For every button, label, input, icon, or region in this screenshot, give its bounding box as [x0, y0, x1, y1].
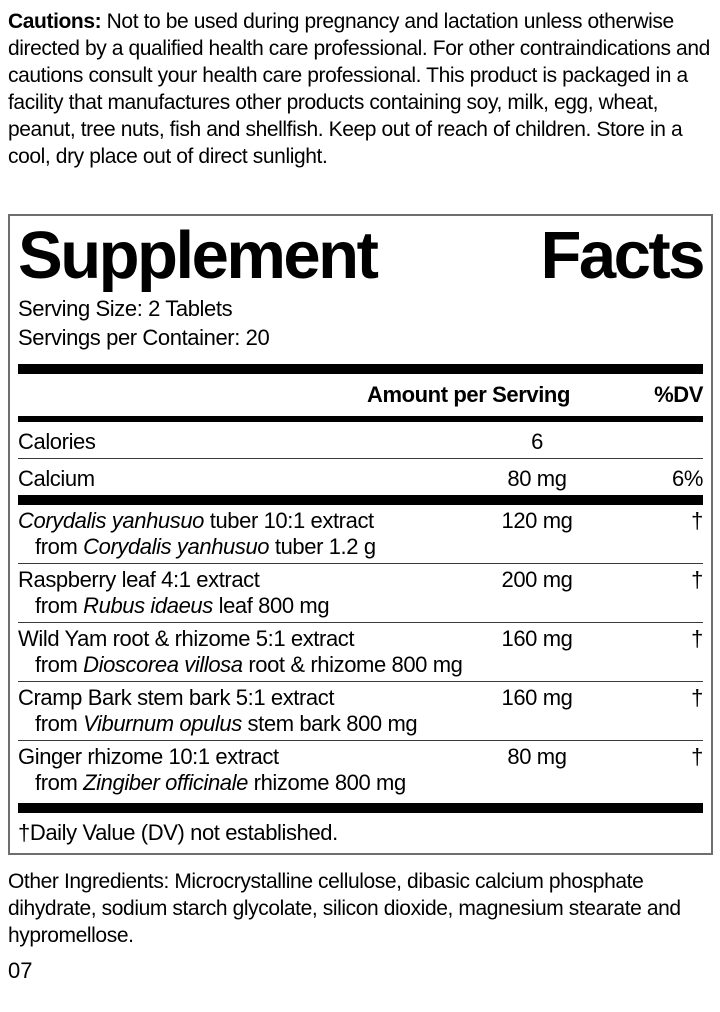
divider-bar-bottom: [18, 803, 703, 813]
ingredient-amount: 200 mg: [501, 567, 573, 592]
ingredient-main-line: Ginger rhizome 10:1 extract: [18, 744, 279, 769]
ingredient-dv: †: [691, 567, 703, 592]
footnote: †Daily Value (DV) not established.: [18, 820, 338, 845]
ingredient-dv: †: [691, 508, 703, 533]
panel-title-word-1: Supplement: [18, 218, 379, 293]
panel-title-word-2: Facts: [540, 218, 705, 293]
ingredient-main-line: Corydalis yanhusuo tuber 10:1 extract: [18, 508, 374, 533]
ingredient-main-line: Raspberry leaf 4:1 extract: [18, 567, 260, 592]
ingredient-dv: †: [691, 744, 703, 769]
ingredient-main-line: Wild Yam root & rhizome 5:1 extract: [18, 626, 355, 651]
table-row: Wild Yam root & rhizome 5:1 extract from …: [18, 622, 703, 681]
nutrient-amount: 6: [531, 429, 543, 454]
ingredient-rows: Corydalis yanhusuo tuber 10:1 extract fro…: [18, 505, 703, 799]
cautions-label: Cautions:: [8, 10, 102, 33]
supplement-facts-panel: Supplement Facts Serving Size: 2 Tablets…: [8, 214, 713, 855]
nutrient-name: Calories: [18, 429, 96, 454]
ingredient-name: Ginger rhizome 10:1 extract from Zingiber…: [18, 744, 467, 796]
servings-per-container: Servings per Container: 20: [18, 325, 270, 350]
ingredient-name: Wild Yam root & rhizome 5:1 extract from …: [18, 626, 467, 678]
ingredient-amount: 160 mg: [501, 685, 573, 710]
cautions-paragraph: Cautions: Not to be used during pregnanc…: [0, 0, 720, 214]
table-row: Calcium 80 mg 6%: [18, 458, 703, 495]
nutrient-amount: 80 mg: [507, 466, 567, 491]
divider-bar-header: [18, 416, 703, 422]
ingredient-main-line: Cramp Bark stem bark 5:1 extract: [18, 685, 335, 710]
ingredient-dv: †: [691, 685, 703, 710]
ingredient-name: Corydalis yanhusuo tuber 10:1 extract fro…: [18, 508, 467, 560]
ingredient-detail-line: from Zingiber officinale rhizome 800 mg: [35, 770, 406, 795]
table-row: Corydalis yanhusuo tuber 10:1 extract fro…: [18, 505, 703, 563]
column-header-dv: %DV: [654, 382, 703, 407]
nutrient-rows: Calories 6 Calcium 80 mg 6%: [18, 422, 703, 495]
other-ingredients: Other Ingredients: Microcrystalline cell…: [8, 870, 681, 947]
divider-bar-top: [18, 364, 703, 374]
table-row: Cramp Bark stem bark 5:1 extract from Vib…: [18, 681, 703, 740]
ingredient-amount: 120 mg: [501, 508, 573, 533]
ingredient-name: Cramp Bark stem bark 5:1 extract from Vib…: [18, 685, 467, 737]
serving-size: Serving Size: 2 Tablets: [18, 296, 233, 321]
column-header-row: Amount per Serving %DV: [18, 374, 703, 416]
table-row: Calories 6: [18, 422, 703, 458]
ingredient-dv: †: [691, 626, 703, 651]
ingredient-amount: 160 mg: [501, 626, 573, 651]
ingredient-detail-line: from Dioscorea villosa root & rhizome 80…: [35, 652, 463, 677]
nutrient-name: Calcium: [18, 466, 95, 491]
nutrient-dv: 6%: [672, 466, 703, 491]
lot-code: 07: [8, 958, 33, 983]
ingredient-name: Raspberry leaf 4:1 extract from Rubus ida…: [18, 567, 467, 619]
divider-bar-middle: [18, 495, 703, 505]
ingredient-detail-line: from Viburnum opulus stem bark 800 mg: [35, 711, 418, 736]
column-header-amount: Amount per Serving: [366, 382, 570, 407]
ingredient-detail-line: from Rubus idaeus leaf 800 mg: [35, 593, 330, 618]
ingredient-amount: 80 mg: [507, 744, 567, 769]
cautions-text: Not to be used during pregnancy and lact…: [8, 10, 710, 168]
table-row: Raspberry leaf 4:1 extract from Rubus ida…: [18, 563, 703, 622]
panel-title: Supplement Facts: [18, 218, 705, 294]
table-row: Ginger rhizome 10:1 extract from Zingiber…: [18, 740, 703, 799]
ingredient-detail-line: from Corydalis yanhusuo tuber 1.2 g: [35, 534, 376, 559]
